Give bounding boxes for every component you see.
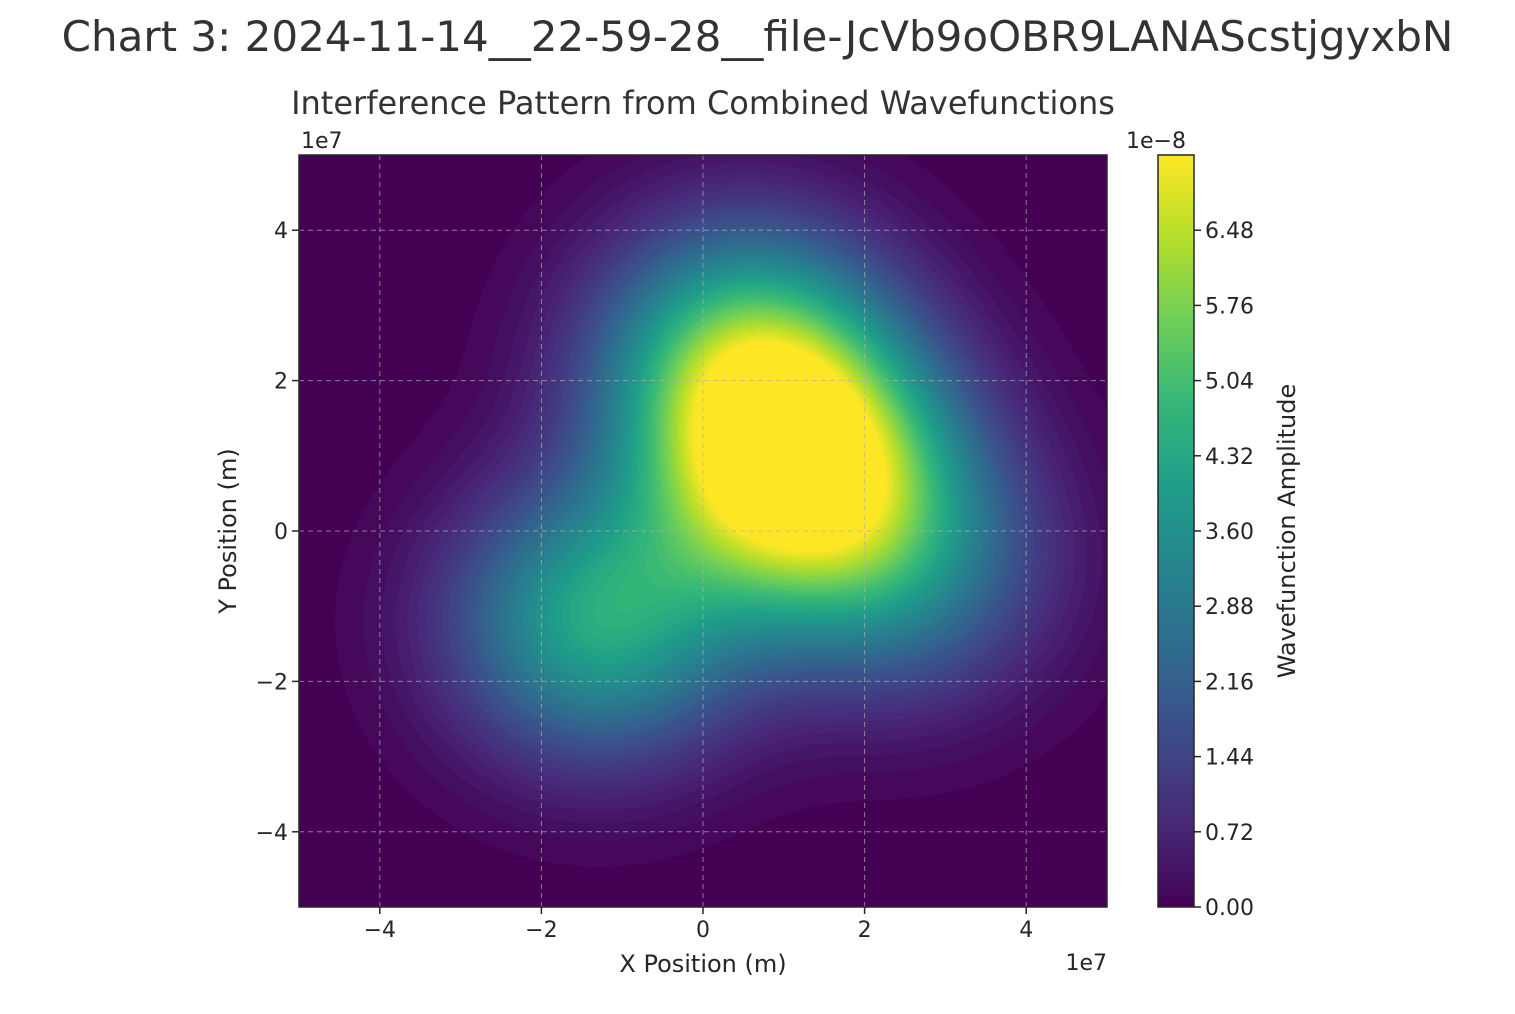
colorbar-tick-label: 1.44 bbox=[1205, 746, 1254, 771]
y-tick-label: −4 bbox=[256, 821, 288, 846]
y-axis-ticks: −4 −2 0 2 4 bbox=[256, 219, 299, 846]
x-tick-label: 4 bbox=[1019, 918, 1033, 943]
colorbar-tick-label: 2.88 bbox=[1205, 595, 1254, 620]
colorbar-tick-label: 6.48 bbox=[1205, 219, 1254, 244]
colorbar-tick-label: 0.00 bbox=[1205, 896, 1254, 921]
x-axis-ticks: −4 −2 0 2 4 bbox=[364, 907, 1033, 943]
heatmap-surface bbox=[299, 155, 1107, 907]
colorbar: 0.00 0.72 1.44 2.16 2.88 3.60 4.32 5.04 5.76 6.48… bbox=[1126, 129, 1301, 921]
x-tick-label: −2 bbox=[525, 918, 557, 943]
x-axis-label: X Position (m) bbox=[619, 950, 786, 978]
y-tick-label: 4 bbox=[274, 219, 288, 244]
x-offset-text: 1e7 bbox=[1065, 951, 1107, 976]
x-tick-label: 0 bbox=[696, 918, 710, 943]
colorbar-tick-label: 0.72 bbox=[1205, 821, 1254, 846]
y-tick-label: −2 bbox=[256, 670, 288, 695]
figure-suptitle: Chart 3: 2024-11-14__22-59-28__file-JcVb… bbox=[61, 12, 1454, 61]
y-axis-label: Y Position (m) bbox=[214, 448, 242, 614]
y-offset-text: 1e7 bbox=[301, 129, 343, 154]
x-tick-label: −4 bbox=[364, 918, 396, 943]
x-tick-label: 2 bbox=[858, 918, 872, 943]
colorbar-tick-label: 3.60 bbox=[1205, 520, 1254, 545]
colorbar-tick-label: 4.32 bbox=[1205, 445, 1254, 470]
colorbar-fill bbox=[1158, 155, 1194, 907]
colorbar-tick-label: 2.16 bbox=[1205, 670, 1254, 695]
chart-title: Interference Pattern from Combined Wavef… bbox=[291, 84, 1115, 122]
y-tick-label: 0 bbox=[274, 520, 288, 545]
plot-area bbox=[298, 154, 1108, 908]
colorbar-ticks: 0.00 0.72 1.44 2.16 2.88 3.60 4.32 5.04 5.76 6.48 bbox=[1194, 219, 1254, 921]
colorbar-tick-label: 5.04 bbox=[1205, 370, 1254, 395]
colorbar-label: Wavefunction Amplitude bbox=[1273, 384, 1301, 679]
y-tick-label: 2 bbox=[274, 370, 288, 395]
colorbar-offset-text: 1e−8 bbox=[1126, 129, 1186, 154]
colorbar-tick-label: 5.76 bbox=[1205, 294, 1254, 319]
